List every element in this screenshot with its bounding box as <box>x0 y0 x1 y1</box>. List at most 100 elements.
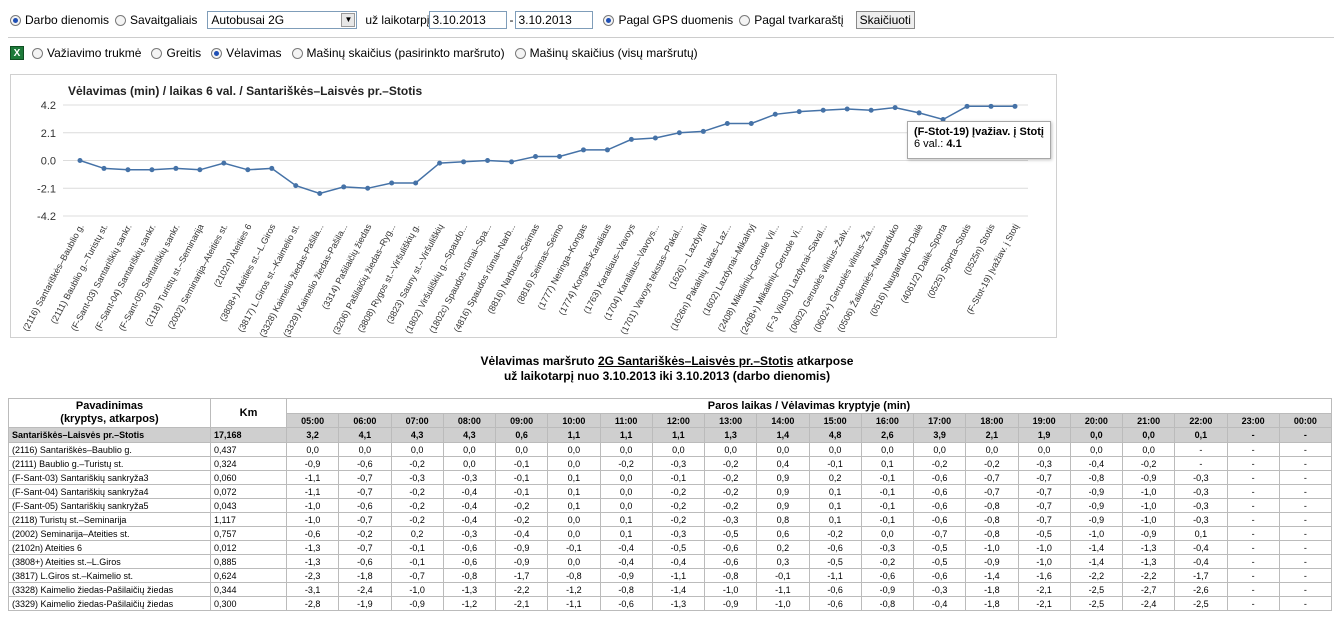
delay-cell: 0,0 <box>703 442 758 457</box>
delay-cell: 0,0 <box>599 484 653 499</box>
hour-header: 08:00 <box>442 413 497 428</box>
radio-schedule[interactable]: Pagal tvarkaraštį <box>739 13 844 27</box>
data-point[interactable] <box>868 107 874 113</box>
radio-metric-vehicles-all[interactable]: Mašinų skaičius (visų maršrutų) <box>514 46 698 60</box>
data-point[interactable] <box>796 109 802 115</box>
data-point[interactable] <box>437 160 443 166</box>
data-point[interactable] <box>916 110 922 116</box>
table-row: (3817) L.Giros st.–Kaimelio st. 0,624 -2,3… <box>8 568 1333 583</box>
data-point[interactable] <box>221 160 227 166</box>
data-point[interactable] <box>245 167 251 173</box>
delay-cell: - <box>1278 512 1333 527</box>
data-point[interactable] <box>77 158 83 163</box>
delay-cell: - <box>1226 582 1280 597</box>
data-point[interactable] <box>700 128 706 134</box>
radio-metric-vehicles-route[interactable]: Mašinų skaičius (pasirinkto maršruto) <box>291 46 505 60</box>
delay-cell: - <box>1226 470 1280 485</box>
radio-metric-speed[interactable]: Greitis <box>151 46 201 60</box>
data-point[interactable] <box>365 185 371 191</box>
delay-line-chart[interactable]: 4.22.10.0-2.1-4.2(2116) Santariškės–Baub… <box>0 0 1334 342</box>
delay-cell: -0,2 <box>703 498 758 513</box>
data-point[interactable] <box>892 105 898 111</box>
chart-container <box>10 74 1057 338</box>
data-point[interactable] <box>389 180 395 186</box>
row-name: Santariškės–Laisvės pr.–Stotis <box>8 427 211 443</box>
delay-cell: - <box>1226 442 1280 457</box>
delay-cell: 0,0 <box>547 442 601 457</box>
data-point[interactable] <box>652 135 658 141</box>
table-row: (3329) Kaimelio žiedas-Pašilaičių žiedas… <box>8 596 1333 611</box>
delay-cell: -1,3 <box>1121 540 1176 555</box>
data-point[interactable] <box>317 191 323 197</box>
data-point[interactable] <box>461 159 467 165</box>
delay-cell: -1,0 <box>965 540 1019 555</box>
delay-cell: -0,2 <box>965 456 1019 471</box>
data-point[interactable] <box>748 121 754 126</box>
radio-gps[interactable]: Pagal GPS duomenis <box>603 13 733 27</box>
delay-cell: -1,1 <box>547 596 601 611</box>
excel-icon[interactable]: X <box>10 46 24 60</box>
row-km: 0,300 <box>210 596 287 611</box>
data-point[interactable] <box>556 154 562 160</box>
data-point[interactable] <box>173 165 179 171</box>
chevron-down-icon: ▼ <box>341 13 356 27</box>
delay-cell: -0,6 <box>338 498 392 513</box>
data-point[interactable] <box>101 165 107 171</box>
data-point[interactable] <box>341 184 347 190</box>
delay-cell: -1,0 <box>703 582 758 597</box>
data-point[interactable] <box>580 147 586 153</box>
data-point[interactable] <box>940 117 946 123</box>
delay-cell: -0,9 <box>1069 498 1124 513</box>
data-point[interactable] <box>509 159 515 165</box>
data-point[interactable] <box>125 167 131 173</box>
date-from-input[interactable] <box>429 11 508 29</box>
data-point[interactable] <box>413 180 419 186</box>
radio-dot-icon <box>151 47 163 59</box>
data-point[interactable] <box>269 165 275 171</box>
delay-cell: -0,4 <box>912 596 967 611</box>
delay-cell: -0,5 <box>1017 526 1071 541</box>
calculate-button[interactable]: Skaičiuoti <box>855 11 915 29</box>
col-km-header: Km <box>210 398 287 428</box>
data-point[interactable] <box>485 158 491 163</box>
delay-cell: -1,3 <box>285 554 340 569</box>
radio-metric-duration[interactable]: Važiavimo trukmė <box>32 46 141 60</box>
data-point[interactable] <box>772 111 778 117</box>
delay-cell: -0,2 <box>390 456 444 471</box>
data-point[interactable] <box>964 103 970 109</box>
data-point[interactable] <box>988 103 994 109</box>
delay-cell: 0,1 <box>808 498 862 513</box>
radio-metric-delay[interactable]: Vėlavimas <box>211 46 282 60</box>
data-point[interactable] <box>844 106 850 112</box>
data-point[interactable] <box>724 121 730 126</box>
route-select[interactable]: Autobusai 2G ▼ <box>207 11 358 29</box>
delay-cell: -0,5 <box>651 540 706 555</box>
date-to-input[interactable] <box>515 11 594 29</box>
data-point[interactable] <box>149 167 155 173</box>
delay-cell: -0,7 <box>390 568 444 583</box>
delay-cell: -0,3 <box>442 526 497 541</box>
hour-header: 21:00 <box>1121 413 1176 428</box>
delay-cell: -0,3 <box>651 526 706 541</box>
data-point[interactable] <box>293 183 299 189</box>
delay-cell: -0,6 <box>808 540 862 555</box>
data-point[interactable] <box>197 167 203 173</box>
delay-cell: -2,8 <box>285 596 340 611</box>
delay-cell: - <box>1278 540 1333 555</box>
delay-cell: -0,3 <box>1174 498 1228 513</box>
delay-cell: -0,1 <box>860 512 915 527</box>
table-row: (3808+) Ateities st.–L.Giros 0,885 -1,3 -0,… <box>8 554 1333 569</box>
data-point[interactable] <box>604 147 610 153</box>
delay-cell: - <box>1278 456 1333 471</box>
table-row: (2002) Seminarija–Ateities st. 0,757 -0,6-… <box>8 526 1333 541</box>
data-point[interactable] <box>676 130 682 136</box>
data-point[interactable] <box>1012 103 1018 109</box>
radio-weekends[interactable]: Savaitgaliais <box>115 13 197 27</box>
data-point[interactable] <box>533 154 539 160</box>
data-point[interactable] <box>628 136 634 142</box>
delay-cell: -0,2 <box>651 484 706 499</box>
route-link[interactable]: 2G Santariškės–Laisvės pr.–Stotis <box>597 354 794 368</box>
data-point[interactable] <box>820 107 826 113</box>
radio-workdays[interactable]: Darbo dienomis <box>10 13 109 27</box>
delay-cell: -2,6 <box>1174 582 1228 597</box>
